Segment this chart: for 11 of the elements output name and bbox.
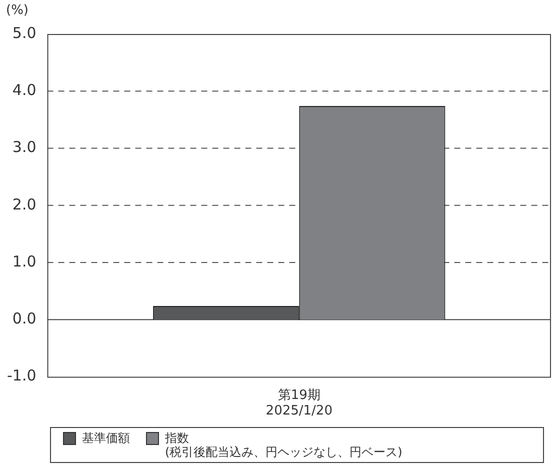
- y-tick-label: 1.0: [12, 252, 36, 270]
- legend-label: 基準価額: [82, 431, 130, 445]
- y-axis-title: (%): [6, 2, 28, 18]
- x-tick-label: 第19期 2025/1/20: [266, 388, 332, 419]
- y-tick-label: 0.0: [12, 310, 36, 328]
- y-tick-label: -1.0: [6, 366, 36, 385]
- y-tick-label: 4.0: [12, 81, 36, 100]
- legend-label: 指数 (税引後配当込み、円ヘッジなし、円ベース): [165, 431, 402, 459]
- y-tick-label: 5.0: [12, 24, 36, 42]
- y-tick-label: 2.0: [12, 195, 36, 214]
- y-tick-label: 3.0: [12, 138, 36, 156]
